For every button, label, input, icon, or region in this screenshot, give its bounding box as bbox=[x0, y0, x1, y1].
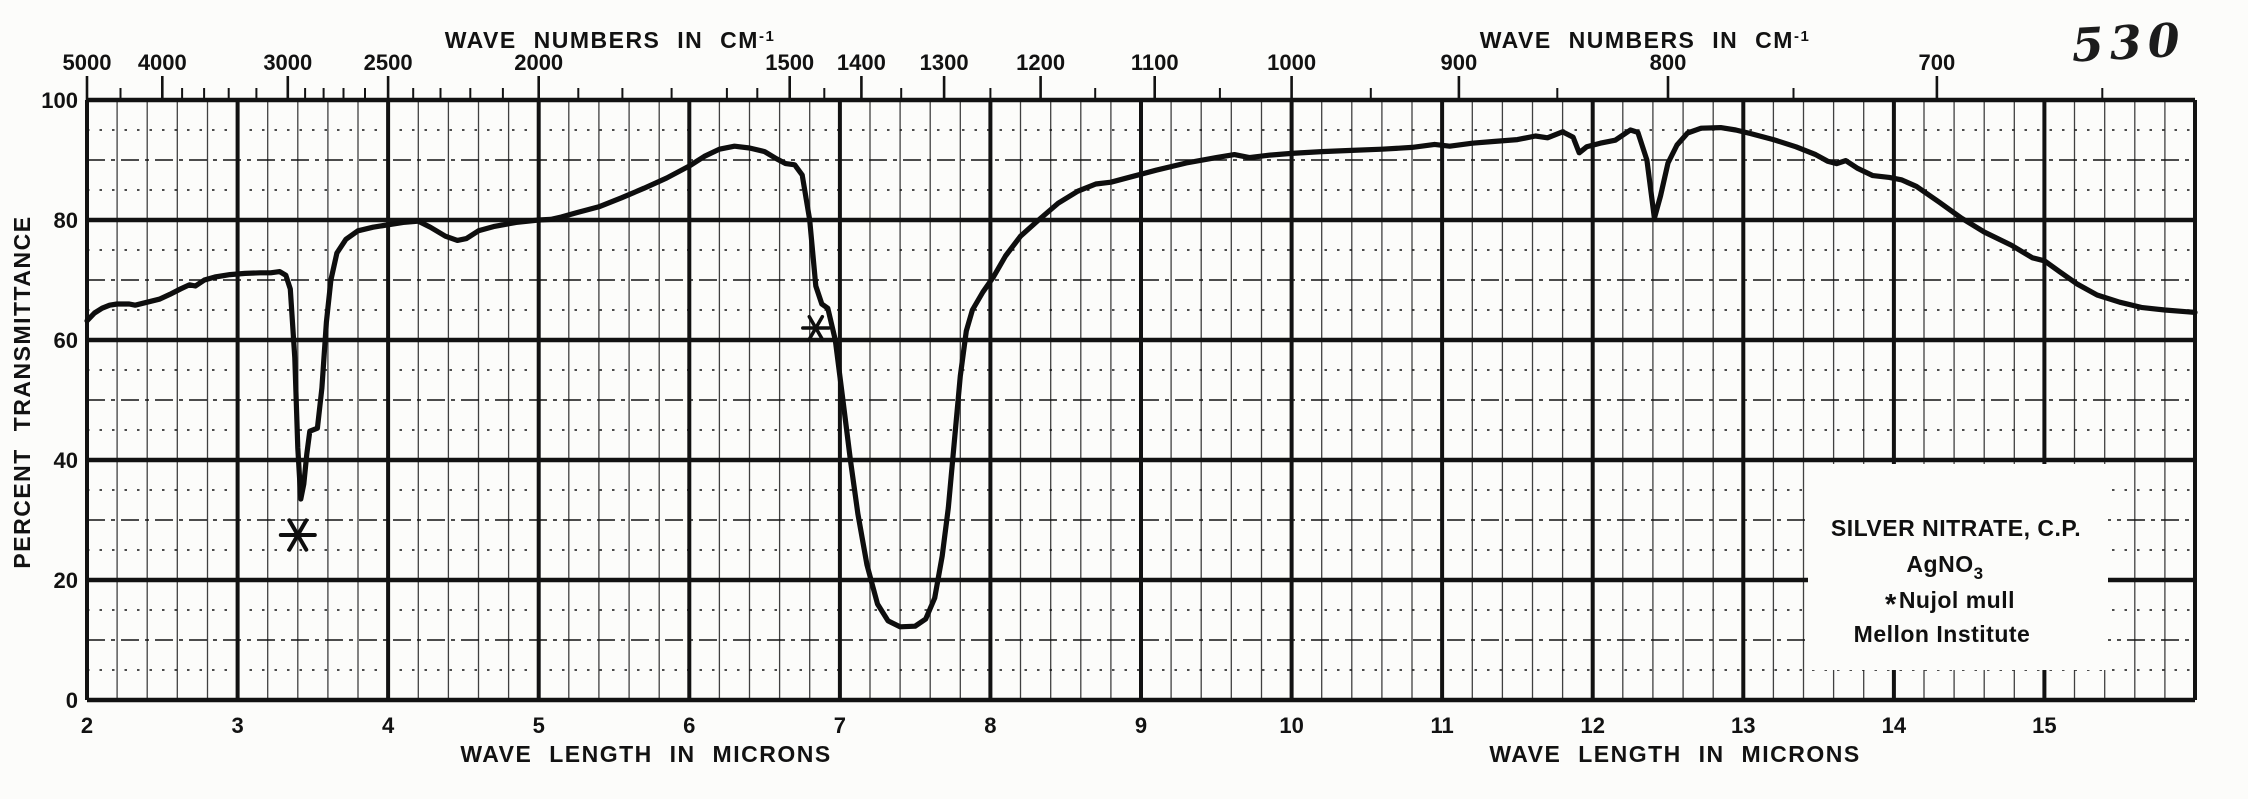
asterisk-stroke bbox=[287, 518, 309, 552]
micron-tick-label: 7 bbox=[834, 713, 846, 738]
micron-tick-label: 14 bbox=[1882, 713, 1907, 738]
transmittance-tick-label: 60 bbox=[54, 328, 78, 353]
transmittance-tick-label: 20 bbox=[54, 568, 78, 593]
micron-tick-label: 6 bbox=[683, 713, 695, 738]
transmittance-tick-label: 40 bbox=[54, 448, 78, 473]
wavenumber-tick-label: 1500 bbox=[765, 50, 814, 75]
grid bbox=[85, 97, 2197, 703]
wavenumber-tick-label: 1200 bbox=[1016, 50, 1065, 75]
wavenumber-tick-label: 4000 bbox=[138, 50, 187, 75]
spectrum-curve-layer bbox=[84, 125, 2198, 630]
nujol-asterisk-marker bbox=[278, 518, 317, 552]
transmittance-tick-label: 0 bbox=[66, 688, 78, 713]
micron-tick-label: 13 bbox=[1731, 713, 1755, 738]
micron-tick-label: 12 bbox=[1580, 713, 1604, 738]
wavenumber-tick-label: 3000 bbox=[263, 50, 312, 75]
transmittance-tick-label: 80 bbox=[54, 208, 78, 233]
micron-tick-label: 5 bbox=[533, 713, 545, 738]
sample-name: SILVER NITRATE, C.P. bbox=[1831, 515, 2081, 541]
asterisk-stroke bbox=[807, 314, 825, 342]
wavenumber-tick-label: 2000 bbox=[514, 50, 563, 75]
mull-note: *Nujol mull bbox=[1885, 587, 2015, 621]
wavenumber-tick-label: 1100 bbox=[1131, 50, 1179, 75]
wavenumber-tick-label: 800 bbox=[1650, 50, 1687, 75]
handwritten-spectrum-number: 530 bbox=[2070, 13, 2187, 73]
nujol-asterisk-marker bbox=[801, 314, 831, 342]
micron-tick-label: 8 bbox=[984, 713, 996, 738]
transmittance-tick-label: 100 bbox=[41, 88, 78, 113]
micron-tick-label: 4 bbox=[382, 713, 395, 738]
micron-tick-label: 10 bbox=[1279, 713, 1303, 738]
sample-formula: AgNO3 bbox=[1906, 551, 1983, 583]
wavenumber-axis-title-left: WAVE NUMBERS IN CM-1 bbox=[445, 27, 776, 53]
micron-tick-label: 9 bbox=[1135, 713, 1147, 738]
transmittance-axis-title: PERCENT TRANSMITTANCE bbox=[9, 215, 35, 568]
wavelength-axis-title-left: WAVE LENGTH IN MICRONS bbox=[460, 741, 831, 767]
sample-annotation: SILVER NITRATE, C.P. AgNO3 *Nujol mull M… bbox=[1808, 464, 2108, 670]
wavenumber-tick-label: 700 bbox=[1919, 50, 1956, 75]
wavenumber-tick-label: 1000 bbox=[1267, 50, 1316, 75]
annotation-mask bbox=[1808, 464, 2108, 670]
micron-tick-label: 3 bbox=[231, 713, 243, 738]
micron-tick-label: 15 bbox=[2032, 713, 2056, 738]
axis-tick-labels: 2 3 4 5 6 7 8 9 10 11 12 13 14 15 0 20 40 60 80 100 bbox=[41, 88, 2056, 738]
wavenumber-tick-label: 1300 bbox=[920, 50, 969, 75]
top-wavenumber-axis: 5000 4000 3000 2500 2000 1500 1400 1300 1200 1100… bbox=[63, 50, 2104, 100]
institute-name: Mellon Institute bbox=[1854, 621, 2031, 647]
micron-tick-label: 2 bbox=[81, 713, 93, 738]
wavenumber-tick-label: 900 bbox=[1441, 50, 1478, 75]
spectrum-curve bbox=[84, 125, 2198, 630]
wavenumber-tick-label: 1400 bbox=[837, 50, 886, 75]
wavelength-axis-title-right: WAVE LENGTH IN MICRONS bbox=[1489, 741, 1860, 767]
wavenumber-tick-label: 2500 bbox=[364, 50, 413, 75]
micron-tick-label: 11 bbox=[1430, 713, 1453, 738]
wavenumber-axis-title-right: WAVE NUMBERS IN CM-1 bbox=[1480, 27, 1811, 53]
wavenumber-tick-label: 5000 bbox=[63, 50, 112, 75]
